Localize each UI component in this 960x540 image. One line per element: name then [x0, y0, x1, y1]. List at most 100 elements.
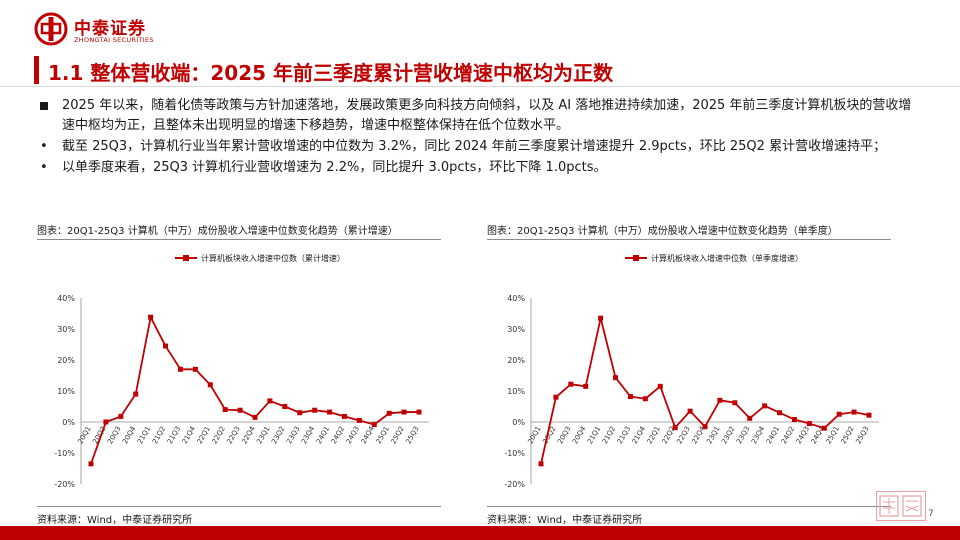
- left-chart-caption: 图表：20Q1-25Q3 计算机（中万）成份股收入增速中位数变化趋势（累计增速）: [37, 222, 441, 240]
- x-tick-label: 25Q1: [375, 425, 391, 445]
- data-point: [401, 409, 407, 415]
- y-tick-label: 20%: [57, 356, 75, 365]
- data-point: [553, 394, 559, 400]
- x-tick-label: 24Q1: [765, 425, 781, 445]
- legend-marker: [183, 255, 189, 261]
- left-chart-panel: 图表：20Q1-25Q3 计算机（中万）成份股收入增速中位数变化趋势（累计增速）…: [37, 222, 441, 526]
- data-point: [598, 315, 604, 321]
- data-point: [732, 400, 738, 406]
- x-tick-label: 20Q3: [106, 425, 122, 445]
- bullet-text: 2025 年以来，随着化债等政策与方针加速落地，发展政策更多向科技方向倾斜，以及…: [62, 98, 912, 133]
- bullet-item: • 截至 25Q3，计算机行业当年累计营收增速的中位数为 3.2%，同比 202…: [40, 137, 920, 157]
- data-point: [836, 411, 842, 417]
- x-tick-label: 23Q2: [720, 425, 736, 445]
- data-point: [386, 410, 392, 416]
- data-point: [687, 408, 693, 414]
- data-point: [762, 403, 768, 409]
- y-tick-label: -20%: [504, 480, 525, 489]
- data-point: [237, 407, 243, 413]
- x-tick-label: 24Q4: [360, 425, 377, 446]
- chart-legend: 计算机板块收入增速中位数（累计增速）: [175, 253, 345, 263]
- data-point: [672, 425, 678, 431]
- y-tick-label: 10%: [507, 387, 525, 396]
- data-point: [297, 410, 303, 416]
- bullet-text: 截至 25Q3，计算机行业当年累计营收增速的中位数为 3.2%，同比 2024 …: [62, 139, 887, 154]
- data-point: [282, 404, 288, 409]
- x-tick-label: 25Q3: [404, 425, 420, 445]
- data-point: [717, 397, 723, 403]
- x-tick-label: 21Q1: [136, 425, 152, 445]
- x-tick-label: 24Q1: [315, 425, 331, 445]
- dot-bullet-icon: •: [40, 160, 48, 175]
- data-point: [791, 417, 797, 423]
- x-tick-label: 21Q3: [166, 425, 182, 445]
- data-point: [103, 419, 109, 425]
- square-bullet-icon: ■: [40, 96, 56, 119]
- x-tick-label: 20Q4: [571, 425, 588, 446]
- left-line-chart: 计算机板块收入增速中位数（累计增速） -20% -10% 0% 10% 20% 30% 40%…: [54, 253, 429, 489]
- x-tick-label: 21Q2: [601, 425, 617, 445]
- legend-label: 计算机板块收入增速中位数（单季度增速）: [651, 253, 803, 263]
- left-chart-source: 资料来源：Wind，中泰证券研究所: [37, 506, 441, 526]
- x-tick-label: 23Q3: [285, 425, 301, 445]
- x-tick-label: 24Q3: [345, 425, 361, 445]
- data-point: [657, 383, 663, 389]
- data-point: [627, 394, 633, 400]
- x-tick-label: 22Q3: [675, 425, 691, 445]
- data-point: [416, 409, 422, 415]
- data-point: [222, 407, 228, 413]
- data-point: [163, 343, 169, 349]
- bullet-item: ■ 2025 年以来，随着化债等政策与方针加速落地，发展政策更多向科技方向倾斜，…: [40, 96, 920, 136]
- data-point: [613, 375, 619, 381]
- x-tick-label: 24Q3: [795, 425, 811, 445]
- x-tick-label: 25Q2: [389, 425, 405, 445]
- y-tick-label: -10%: [54, 449, 75, 458]
- data-point: [747, 415, 753, 421]
- bullet-text: 以单季度来看，25Q3 计算机行业营收增速为 2.2%，同比提升 3.0pcts…: [62, 160, 607, 175]
- data-point: [642, 396, 648, 402]
- footer-bar: [0, 526, 960, 540]
- x-tick-label: 22Q2: [211, 425, 227, 445]
- data-point: [177, 366, 183, 372]
- data-point: [118, 413, 124, 419]
- x-tick-label: 23Q4: [300, 425, 317, 446]
- right-chart-caption: 图表：20Q1-25Q3 计算机（中万）成份股收入增速中位数变化趋势（单季度）: [487, 222, 891, 240]
- x-tick-label: 24Q2: [780, 425, 796, 445]
- data-point: [88, 461, 94, 467]
- data-point: [327, 409, 333, 415]
- x-tick-label: 22Q1: [196, 425, 212, 445]
- y-tick-label: -20%: [54, 480, 75, 489]
- bullet-item: • 以单季度来看，25Q3 计算机行业营收增速为 2.2%，同比提升 3.0pc…: [40, 158, 920, 178]
- x-tick-label: 20Q1: [76, 425, 92, 445]
- chart-legend: 计算机板块收入增速中位数（单季度增速）: [625, 253, 803, 263]
- y-tick-label: 10%: [57, 387, 75, 396]
- x-tick-label: 22Q1: [646, 425, 662, 445]
- data-point: [312, 407, 318, 413]
- title-bar: 1.1 整体营收端：2025 年前三季度累计营收增速中枢均为正数: [0, 55, 960, 87]
- x-tick-label: 22Q4: [240, 425, 257, 446]
- data-point: [252, 414, 258, 420]
- x-tick-label: 23Q4: [750, 425, 767, 446]
- y-tick-label: 0%: [512, 418, 525, 427]
- seal-watermark-icon: [879, 495, 922, 517]
- page-title: 1.1 整体营收端：2025 年前三季度累计营收增速中枢均为正数: [48, 61, 614, 85]
- legend-label: 计算机板块收入增速中位数（累计增速）: [201, 253, 345, 263]
- data-point: [538, 461, 544, 467]
- company-logo: 中泰证券 ZHONGTAI SECURITIES: [34, 12, 214, 52]
- data-point: [341, 413, 347, 419]
- data-point: [806, 421, 812, 427]
- logo-chinese-name: 中泰证券: [74, 19, 146, 39]
- x-tick-label: 21Q4: [181, 425, 198, 446]
- y-tick-label: -10%: [504, 449, 525, 458]
- y-tick-label: 0%: [62, 418, 75, 427]
- title-accent-bar: [34, 56, 39, 84]
- x-tick-label: 20Q4: [121, 425, 138, 446]
- x-tick-label: 20Q3: [556, 425, 572, 445]
- x-tick-label: 23Q3: [735, 425, 751, 445]
- x-tick-label: 21Q4: [631, 425, 648, 446]
- logo-english-name: ZHONGTAI SECURITIES: [74, 36, 154, 44]
- x-tick-label: 25Q3: [854, 425, 870, 445]
- x-tick-label: 23Q1: [255, 425, 271, 445]
- x-tick-label: 25Q1: [825, 425, 841, 445]
- company-logo-icon: [34, 12, 68, 46]
